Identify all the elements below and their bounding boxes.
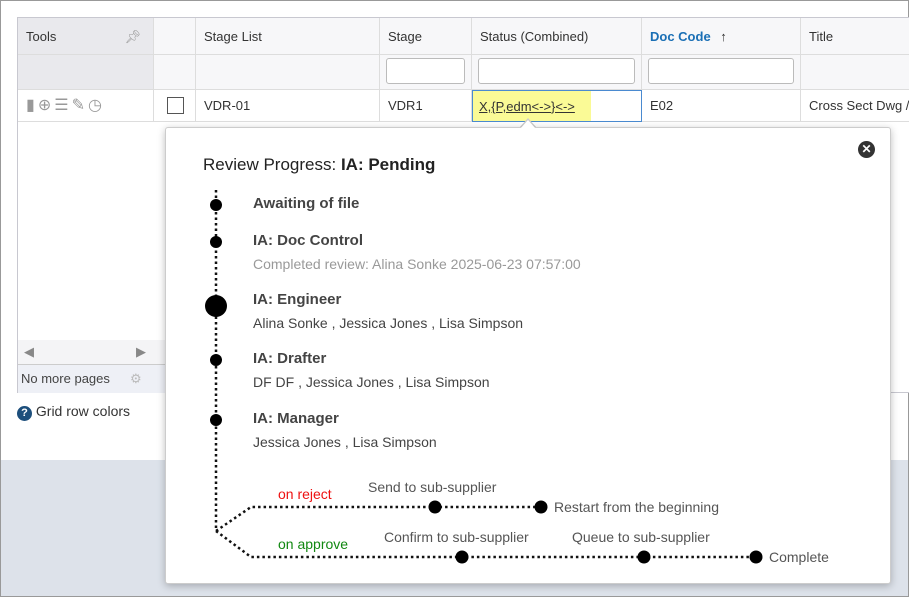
- cell-stage: VDR1: [380, 90, 472, 122]
- cell-title: Cross Sect Dwg /: [801, 90, 909, 122]
- header-label: Tools: [26, 29, 57, 44]
- step-detail: Alina Sonke , Jessica Jones , Lisa Simps…: [253, 315, 524, 331]
- approve-step-dot: [455, 550, 469, 564]
- col-header-doc-code[interactable]: Doc Code ↑: [642, 18, 801, 55]
- header-label: Doc Code: [650, 29, 711, 44]
- status-link[interactable]: X,{P,edm<->}<->: [473, 91, 591, 121]
- step-name: Awaiting of file: [253, 195, 360, 212]
- filter-title: [801, 55, 909, 90]
- col-header-status[interactable]: Status (Combined): [472, 18, 642, 55]
- reject-step: Send to sub-supplier: [368, 479, 497, 495]
- filter-status: [472, 55, 642, 90]
- step-name: IA: Drafter: [253, 350, 327, 367]
- filter-stage-list: [196, 55, 380, 90]
- step-name: IA: Engineer: [253, 291, 342, 308]
- pin-icon[interactable]: 📌︎: [124, 29, 141, 44]
- step-dot: [210, 236, 222, 248]
- step-dot: [210, 199, 222, 211]
- pager: No more pages ⚙: [18, 364, 166, 393]
- col-header-stage-list[interactable]: Stage List: [196, 18, 380, 55]
- sort-asc-icon: ↑: [720, 29, 727, 44]
- close-icon[interactable]: ✕: [858, 141, 875, 158]
- reject-step-dot: [428, 500, 442, 514]
- popup-arrow-inner: [520, 120, 536, 129]
- col-header-tools[interactable]: Tools 📌︎: [18, 18, 154, 55]
- approve-step: Complete: [769, 549, 829, 565]
- grid-row-colors-link[interactable]: ? Grid row colors: [17, 403, 130, 421]
- cell-status[interactable]: X,{P,edm<->}<->: [472, 90, 642, 122]
- step-dot: [210, 354, 222, 366]
- row-checkbox[interactable]: [167, 97, 184, 114]
- col-header-title[interactable]: Title: [801, 18, 909, 55]
- step-name: IA: Doc Control: [253, 232, 363, 249]
- approve-step: Queue to sub-supplier: [572, 529, 710, 545]
- popup-title: Review Progress: IA: Pending: [203, 155, 435, 175]
- pencil-icon[interactable]: ✎: [71, 97, 88, 114]
- reject-label: on reject: [278, 486, 332, 502]
- approve-label: on approve: [278, 536, 349, 552]
- scroll-left-icon[interactable]: ◀: [24, 344, 34, 359]
- progress-timeline: [205, 190, 763, 564]
- reject-step: Restart from the beginning: [554, 499, 719, 515]
- reject-step-dot: [534, 500, 548, 514]
- col-header-select: [154, 18, 196, 55]
- step-dot: [210, 414, 222, 426]
- book-icon[interactable]: ▮: [26, 97, 38, 114]
- col-header-stage[interactable]: Stage: [380, 18, 472, 55]
- step-detail: DF DF , Jessica Jones , Lisa Simpson: [253, 374, 490, 390]
- cell-stage-list: VDR-01: [196, 90, 380, 122]
- approve-path: [215, 529, 756, 559]
- row-tools: ▮⊕☰✎◷: [18, 90, 154, 122]
- step-detail: Completed review: Alina Sonke 2025-06-23…: [253, 256, 581, 272]
- help-link-label: Grid row colors: [35, 403, 131, 419]
- cell-doc-code: E02: [642, 90, 801, 122]
- approve-step-dot: [637, 550, 651, 564]
- step-detail: Jessica Jones , Lisa Simpson: [253, 434, 437, 450]
- title-prefix: Review Progress:: [203, 155, 341, 174]
- approve-step-dot: [749, 550, 763, 564]
- add-file-icon[interactable]: ⊕: [37, 97, 55, 114]
- horizontal-scrollbar[interactable]: ◀ ▶: [18, 340, 166, 364]
- filter-select: [154, 55, 196, 90]
- filter-tools: [18, 55, 154, 90]
- filter-doc-code: [642, 55, 801, 90]
- scroll-right-icon[interactable]: ▶: [136, 344, 146, 359]
- reject-path: [215, 505, 541, 533]
- help-icon: ?: [17, 406, 32, 421]
- status-filter-input[interactable]: [478, 58, 635, 84]
- approve-step: Confirm to sub-supplier: [384, 529, 529, 545]
- review-progress-popup: Review Progress: IA: Pending ✕ Awaiting …: [165, 127, 891, 584]
- stage-filter-input[interactable]: [386, 58, 465, 84]
- title-status: IA: Pending: [340, 155, 436, 174]
- pager-text: No more pages: [21, 371, 110, 386]
- history-icon[interactable]: ◷: [87, 97, 105, 114]
- current-step-dot: [205, 295, 227, 317]
- filter-stage: [380, 55, 472, 90]
- list-icon[interactable]: ☰: [54, 97, 72, 114]
- row-select: [154, 90, 196, 122]
- step-name: IA: Manager: [253, 410, 339, 427]
- doc-code-filter-input[interactable]: [648, 58, 794, 84]
- refresh-icon[interactable]: ⚙: [130, 371, 142, 386]
